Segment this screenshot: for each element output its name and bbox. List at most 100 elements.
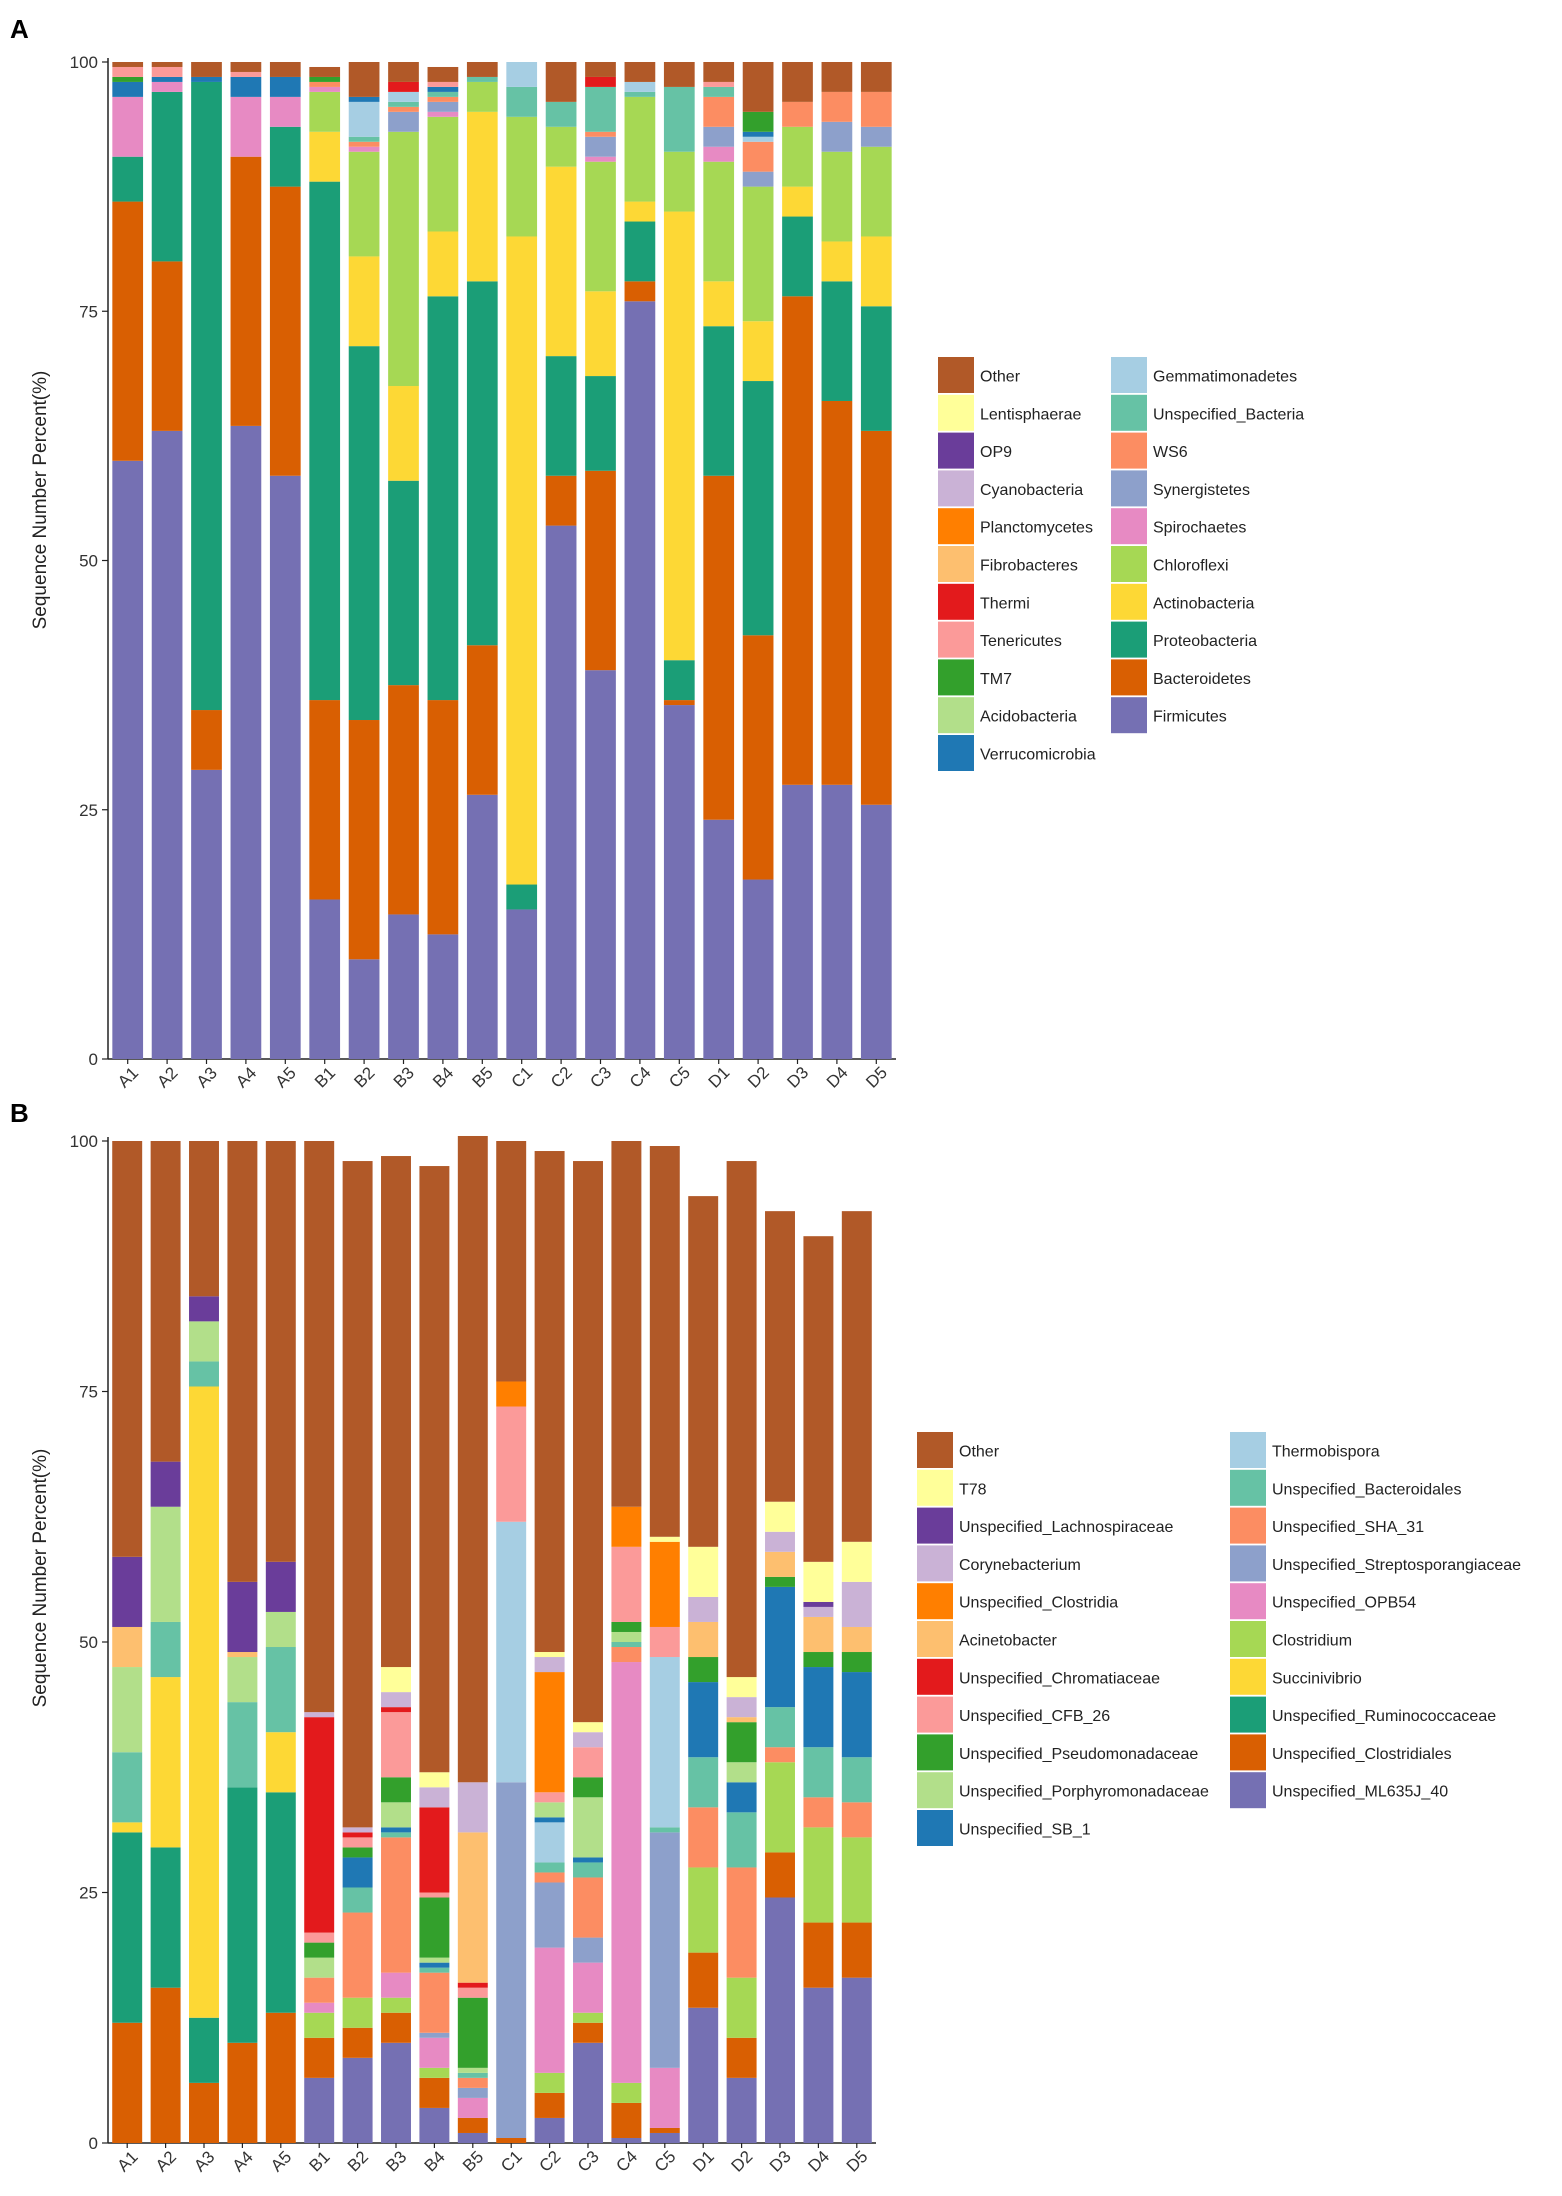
bar-segment-Unspecified_Chromatiaceae (419, 1807, 450, 1893)
legend-label: Other (959, 1443, 1000, 1460)
legend-swatch (1230, 1432, 1266, 1468)
bar-segment-Chloroflexi (466, 81, 498, 112)
bar-segment-Synergistetes (821, 121, 853, 152)
bar-segment-Unspecified_Bacteria (427, 91, 459, 97)
y-tick-label: 25 (79, 1884, 98, 1903)
legend-swatch (917, 1469, 953, 1506)
bar-stack-B5 (466, 62, 498, 1059)
legend-swatch (938, 735, 974, 771)
bar-segment-Tenericutes (427, 81, 459, 87)
bar-stack-D5 (841, 1211, 872, 2143)
legend-label: Corynebacterium (959, 1557, 1081, 1574)
bar-segment-WS6 (703, 96, 735, 127)
bar-segment-Unspecified_Clostridia (534, 1672, 565, 1793)
bar-segment-Unspecified_SHA_31 (534, 1872, 565, 1883)
bar-segment-Bacteroidetes (782, 296, 813, 785)
legend-swatch (1230, 1658, 1266, 1695)
bar-segment-Unspecified_Chromatiaceae (304, 1717, 335, 1933)
legend-label: Bacteroidetes (1153, 671, 1251, 688)
bar-segment-Unspecified_SHA_31 (688, 1807, 719, 1868)
bar-segment-Clostridium (841, 1837, 872, 1923)
bar-segment-Actinobacteria (703, 281, 735, 327)
x-tick-label: C5 (651, 2147, 680, 2176)
legend-item-OP9: OP9 (938, 432, 1012, 469)
x-tick-label: B3 (390, 1063, 418, 1091)
bar-segment-Unspecified_SHA_31 (765, 1747, 795, 1763)
bar-segment-Firmicutes (624, 301, 656, 1059)
bar-segment-Actinobacteria (545, 166, 577, 357)
bar-segment-Unspecified_SHA_31 (841, 1802, 872, 1838)
panel-b-label: B (10, 1098, 29, 1128)
bar-segment-Actinobacteria (782, 186, 813, 217)
bar-segment-Unspecified_CFB_26 (381, 1712, 411, 1778)
bar-segment-Unspecified_Streptosporangiaceae (496, 1782, 527, 2138)
bar-segment-Corynebacterium (419, 1787, 450, 1808)
bar-segment-Unspecified_OPB54 (573, 1962, 603, 2013)
bar-segment-Firmicutes (112, 460, 144, 1059)
bar-segment-Spirochaetes (703, 146, 735, 162)
bar-segment-Other (419, 1166, 450, 1773)
bar-segment-Tenericutes (230, 71, 262, 77)
bar-segment-Other (112, 62, 144, 67)
bar-segment-Proteobacteria (663, 660, 695, 701)
bar-segment-Corynebacterium (803, 1606, 834, 1617)
legend-label: Acidobacteria (980, 709, 1077, 726)
bar-segment-Unspecified_SB_1 (765, 1586, 795, 1708)
legend-label: Fibrobacteres (980, 557, 1078, 574)
y-tick-label: 50 (79, 552, 98, 571)
bar-segment-Chloroflexi (782, 126, 813, 187)
bar-segment-Unspecified_CFB_26 (419, 1892, 450, 1898)
legend-label: Thermobispora (1272, 1443, 1380, 1460)
bar-segment-Bacteroidetes (860, 430, 892, 805)
legend-item-Thermi: Thermi (938, 583, 1030, 620)
bar-segment-Proteobacteria (151, 91, 183, 262)
legend-swatch (917, 1432, 953, 1468)
bar-segment-Other (703, 62, 735, 82)
bar-segment-Unspecified_Bacteroidales (534, 1862, 565, 1873)
bar-segment-Acinetobacter (227, 1652, 258, 1658)
bar-segment-Unspecified_Ruminococcaceae (227, 1787, 258, 2043)
legend-swatch (1111, 432, 1147, 469)
bar-segment-Unspecified_Chromatiaceae (457, 1982, 488, 1988)
bar-segment-Other (388, 62, 419, 82)
bar-segment-Actinobacteria (388, 386, 419, 481)
bar-segment-Unspecified_Streptosporangiaceae (573, 1937, 603, 1963)
bar-segment-WS6 (348, 141, 380, 147)
bar-segment-Corynebacterium (573, 1732, 603, 1748)
bar-segment-Other (381, 1156, 411, 1668)
bar-segment-Gemmatimonadetes (388, 91, 419, 102)
bar-stack-D1 (703, 62, 735, 1059)
x-tick-label: A2 (153, 1063, 181, 1091)
bar-segment-Verrucomicrobia (191, 76, 222, 82)
bar-segment-Corynebacterium (841, 1581, 872, 1627)
bar-segment-Thermi (388, 81, 419, 92)
legend-item-Acidobacteria: Acidobacteria (938, 697, 1077, 734)
bar-segment-Unspecified_Bacteroidales (189, 1361, 219, 1387)
panel-b-plot: 0 25 50 75 100 A1 A2 A3 A4 A5 B1 B2 B3 B4 B5 C1 C2 C3 C4 C5… (70, 1132, 876, 2176)
bar-segment-Bacteroidetes (585, 470, 616, 671)
bar-segment-Unspecified_Bacteroidales (419, 1967, 450, 1973)
bar-segment-T78 (841, 1541, 872, 1582)
legend-item-Unspecified_Pseudomonadaceae: Unspecified_Pseudomonadaceae (917, 1734, 1198, 1771)
bar-segment-Chloroflexi (663, 151, 695, 212)
bar-segment-Unspecified_Bacteroidales (112, 1752, 143, 1823)
bar-stack-C5 (649, 1146, 680, 2143)
y-tick-label: 100 (70, 53, 98, 72)
bar-segment-Actinobacteria (624, 201, 656, 222)
bar-segment-Tenericutes (151, 66, 183, 77)
bar-segment-Unspecified_Porphyromonadaceae (150, 1506, 181, 1622)
bar-segment-Unspecified_CFB_26 (573, 1747, 603, 1778)
bar-segment-Bacteroidetes (191, 710, 222, 770)
bar-segment-T78 (803, 1561, 834, 1602)
bar-segment-Other (304, 1141, 335, 1713)
bar-segment-Unspecified_Streptosporangiaceae (649, 1832, 680, 2068)
bar-stack-C1 (496, 1141, 527, 2143)
bar-segment-Unspecified_Ruminococcaceae (189, 2017, 219, 2083)
legend-label: T78 (959, 1481, 987, 1498)
x-tick-label: B5 (459, 2147, 487, 2175)
bar-segment-Unspecified_Porphyromonadaceae (227, 1657, 258, 1703)
legend-item-Unspecified_SHA_31: Unspecified_SHA_31 (1230, 1507, 1424, 1544)
bar-segment-Unspecified_OPB54 (419, 2037, 450, 2068)
bar-segment-Unspecified_SB_1 (419, 1962, 450, 1968)
bar-stack-D4 (803, 1236, 834, 2143)
